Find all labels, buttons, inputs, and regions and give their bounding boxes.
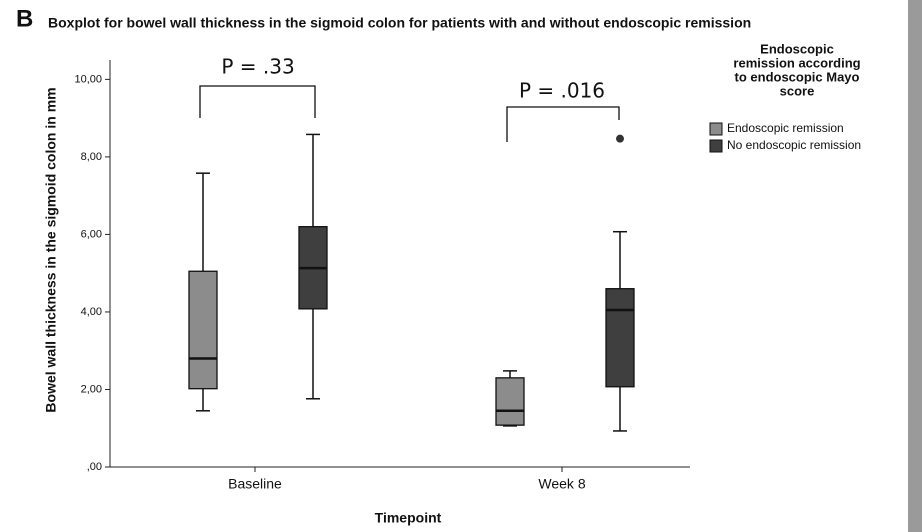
y-tick-label: 8,00	[81, 151, 102, 163]
x-axis-title: Timepoint	[375, 510, 442, 526]
y-tick-label: 6,00	[81, 228, 102, 240]
legend-title: score	[780, 83, 815, 98]
outlier	[616, 134, 624, 143]
y-tick-label: 4,00	[81, 306, 102, 318]
box	[188, 270, 218, 390]
y-axis-title: Bowel wall thickness in the sigmoid colo…	[43, 87, 59, 412]
bracket	[199, 85, 316, 118]
y-tick-label: ,00	[87, 461, 102, 473]
annotation: P = .016	[519, 79, 605, 103]
panel-label: B	[16, 5, 33, 32]
bracket	[506, 106, 620, 142]
y-tick-label: 10,00	[74, 73, 102, 85]
chart-title: Boxplot for bowel wall thickness in the …	[48, 15, 751, 31]
legend-swatch	[709, 139, 723, 153]
legend-title: Endoscopic	[760, 41, 834, 56]
annotation: P = .33	[221, 55, 294, 79]
x-tick-label: Baseline	[228, 476, 282, 492]
right-border	[908, 0, 922, 532]
legend-title: to endoscopic Mayo	[735, 69, 860, 84]
legend-swatch	[709, 122, 723, 136]
y-tick-label: 2,00	[81, 383, 102, 395]
legend-title: remission according	[733, 55, 860, 70]
x-tick-label: Week 8	[538, 476, 585, 492]
box	[495, 377, 525, 426]
box	[605, 288, 635, 388]
legend-label: Endoscopic remission	[727, 121, 844, 135]
legend-label: No endoscopic remission	[727, 138, 861, 152]
